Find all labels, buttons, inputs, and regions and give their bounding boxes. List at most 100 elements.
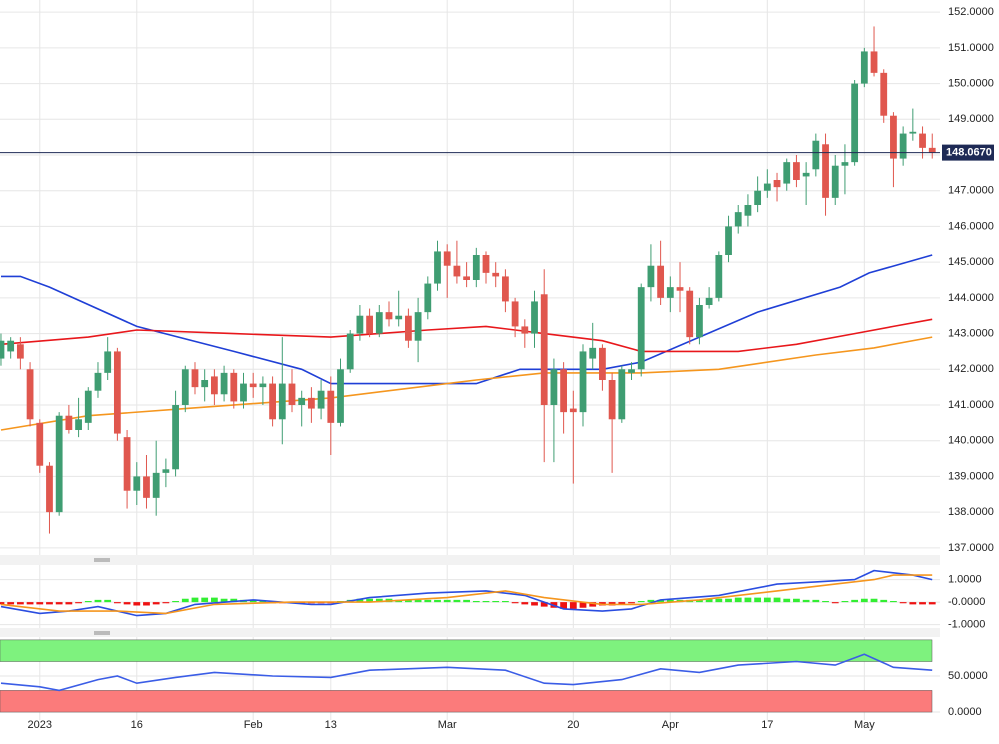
macd-bar [831,602,839,604]
macd-bar [657,599,665,603]
pane-handle[interactable] [94,631,110,635]
macd-bar [870,598,878,603]
candle-body [841,162,849,166]
candle-body [46,465,53,513]
candle-body [482,255,490,273]
macd-bar [860,598,868,603]
y-tick-label: 0.0000 [948,706,982,718]
candle-body [472,255,480,280]
candle-body [783,162,791,184]
candle-body [26,369,34,420]
macd-bar [851,599,859,603]
macd-bar [666,599,674,603]
macd-bar [521,602,529,605]
candle-body [395,315,403,320]
candle-body [511,301,519,327]
candle-body [637,287,645,370]
macd-bar [628,602,635,604]
macd-bar [104,599,112,603]
candle-body [65,415,73,430]
candle-body [240,383,247,402]
indicator-line [1,254,933,385]
macd-bar [531,602,538,606]
macd-bar [249,599,257,603]
candle-body [919,133,926,148]
macd-bar [123,602,131,605]
y-tick-label: 50.0000 [948,670,988,682]
candle-body [860,51,868,84]
x-tick-label: 16 [131,719,143,731]
macd-bar [928,602,936,605]
candle-body [36,422,44,466]
candle-body [657,265,665,298]
x-tick-label: 13 [325,719,337,731]
macd-bar [492,601,500,603]
x-tick-label: 20 [567,719,579,731]
candle-body [696,305,703,338]
y-tick-label: 145.0000 [948,256,994,268]
candle-body [375,312,383,334]
candle-body [16,344,24,359]
candle-body [162,469,170,473]
macd-bar [356,598,364,603]
macd-bar [618,602,626,605]
candle-body [793,162,800,180]
candle-body [569,408,577,413]
macd-bar [414,599,422,603]
candle-body [94,372,102,391]
y-tick-label: 143.0000 [948,327,994,339]
candle-body [540,294,548,405]
y-tick-label: 138.0000 [948,506,994,518]
macd-bar [152,602,160,605]
macd-bar [220,598,228,603]
y-tick-label: 142.0000 [948,363,994,375]
y-tick-label: 140.0000 [948,435,994,447]
macd-bar [880,599,888,603]
candle-body [928,147,936,153]
macd-bar [36,602,44,605]
candle-body [385,312,393,320]
candle-body [143,476,150,498]
macd-bar [26,602,34,605]
macd-bar [230,598,238,603]
x-tick-label: Feb [244,719,263,731]
y-tick-label: 151.0000 [948,42,994,54]
macd-bar [133,602,141,606]
candle-body [589,347,597,359]
indicator-line [0,318,933,353]
macd-bar [812,599,820,603]
macd-bar [172,601,179,603]
macd-bar [162,602,170,604]
candle-body [75,419,82,430]
candle-body [773,180,781,188]
pane-handle[interactable] [94,558,110,562]
candle-body [754,190,762,205]
candle-body [763,183,771,191]
candle-body [307,397,315,409]
macd-bar [46,602,53,605]
macd-bar [802,599,810,603]
candle-body [288,383,296,405]
candle-body [531,301,538,334]
y-tick-label: -0.0000 [948,596,985,608]
candle-body [744,205,752,216]
candle-body [628,369,635,373]
macd-bar [181,598,189,603]
candle-body [201,380,209,388]
macd-bar [560,602,568,609]
candle-body [909,131,917,134]
candle-body [84,390,92,423]
candle-body [210,376,218,395]
y-tick-label: 152.0000 [948,6,994,18]
y-tick-label: 144.0000 [948,292,994,304]
candle-body [899,133,907,159]
candle-body [269,383,276,420]
candle-body [676,287,684,291]
candle-body [463,276,470,280]
macd-bar [763,597,771,603]
y-tick-label: -1.0000 [948,619,985,631]
candle-body [220,372,228,395]
macd-bar [7,602,15,605]
pane-separator [0,628,940,637]
